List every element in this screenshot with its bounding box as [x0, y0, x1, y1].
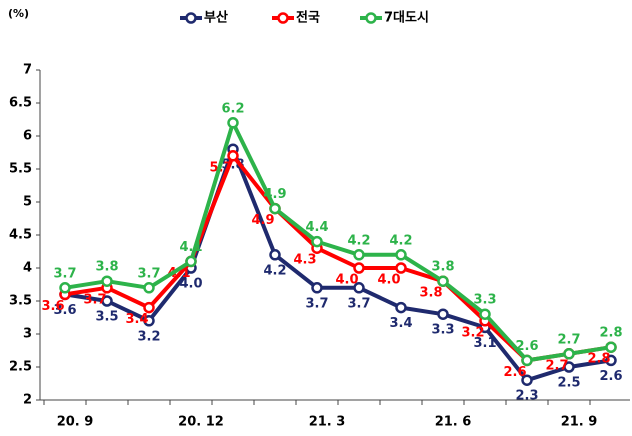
- data-label: 2.8: [599, 326, 622, 341]
- point: [227, 150, 239, 162]
- point: [101, 275, 113, 287]
- legend-marker: [277, 12, 289, 24]
- y-tick-label: 6: [23, 129, 32, 144]
- point: [437, 275, 449, 287]
- data-label: 4.1: [179, 240, 202, 255]
- point: [353, 249, 365, 261]
- legend-label: 전국: [296, 10, 320, 26]
- series-line: [64, 147, 612, 383]
- data-label: 3.4: [389, 316, 412, 331]
- data-label: 2.8: [587, 352, 610, 367]
- y-axis-label: (%): [8, 7, 29, 20]
- y-tick-label: 6.5: [9, 96, 32, 111]
- y-tick-label: 5: [23, 195, 32, 210]
- point: [605, 341, 617, 353]
- data-label: 3.7: [53, 266, 76, 281]
- legend-marker: [185, 12, 197, 24]
- data-label: 4.1: [167, 266, 190, 281]
- point: [143, 282, 155, 294]
- x-tick-label: 20. 9: [57, 415, 94, 430]
- data-label: 4.9: [251, 213, 274, 228]
- data-label: 4.0: [335, 273, 358, 288]
- point: [311, 282, 323, 294]
- data-label: 3.6: [41, 299, 64, 314]
- x-tick-label: 20. 12: [178, 415, 224, 430]
- data-label: 2.5: [557, 376, 580, 391]
- y-tick-label: 5.5: [9, 162, 32, 177]
- legend-label: 부산: [204, 10, 228, 26]
- data-label: 3.7: [83, 292, 106, 307]
- data-label: 3.3: [431, 323, 454, 338]
- y-tick-label: 7: [23, 63, 32, 78]
- data-label: 2.3: [515, 389, 538, 404]
- data-label: 3.6: [53, 303, 76, 318]
- data-label: 3.1: [473, 336, 496, 351]
- point: [353, 282, 365, 294]
- point: [59, 282, 71, 294]
- data-label: 3.8: [95, 260, 118, 275]
- y-tick-label: 4: [23, 261, 32, 276]
- point: [311, 235, 323, 248]
- x-tick-label: 21. 3: [309, 415, 346, 430]
- point: [143, 315, 155, 327]
- legend-label: 7대도시: [384, 11, 429, 26]
- data-label: 3.7: [137, 266, 160, 281]
- data-label: 3.8: [419, 286, 442, 301]
- point: [143, 301, 155, 314]
- data-label: 4.4: [305, 220, 328, 235]
- data-label: 4.0: [179, 277, 202, 292]
- data-label: 6.2: [221, 101, 244, 116]
- legend-marker: [365, 12, 377, 24]
- y-tick-label: 2.5: [9, 360, 32, 375]
- point: [101, 295, 113, 307]
- y-tick-label: 4.5: [9, 228, 32, 243]
- data-label: 3.8: [431, 260, 454, 275]
- data-label: 3.3: [473, 293, 496, 308]
- point: [479, 308, 491, 320]
- data-label: 3.7: [347, 296, 370, 311]
- point: [395, 301, 407, 314]
- data-label: 4.3: [293, 253, 316, 268]
- y-tick-label: 3: [23, 327, 32, 342]
- data-label: 2.7: [545, 358, 568, 373]
- data-label: 4.2: [347, 233, 370, 248]
- point: [521, 374, 533, 386]
- point: [521, 354, 533, 367]
- data-label: 3.7: [305, 296, 328, 311]
- point: [185, 255, 197, 268]
- point: [395, 249, 407, 261]
- data-label: 4.2: [389, 233, 412, 248]
- data-label: 2.6: [503, 365, 526, 380]
- point: [227, 117, 239, 129]
- y-tick-label: 3.5: [9, 294, 32, 309]
- data-label: 3.5: [95, 310, 118, 325]
- data-label: 2.6: [515, 339, 538, 354]
- data-label: 3.4: [125, 312, 148, 327]
- point: [437, 308, 449, 320]
- data-label: 2.6: [599, 369, 622, 384]
- data-label: 3.2: [137, 329, 160, 344]
- point: [605, 354, 617, 367]
- data-label: 3.2: [461, 325, 484, 340]
- point: [269, 202, 281, 215]
- y-tick-label: 2: [23, 393, 32, 408]
- point: [353, 262, 365, 274]
- x-tick-label: 21. 9: [561, 415, 598, 430]
- x-tick-label: 21. 6: [435, 415, 472, 430]
- series-line: [64, 120, 612, 363]
- point: [563, 361, 575, 373]
- data-label: 4.9: [263, 187, 286, 202]
- data-label: 4.0: [377, 273, 400, 288]
- point: [563, 348, 575, 360]
- data-label: 4.2: [263, 263, 286, 278]
- point: [269, 249, 281, 261]
- point: [395, 262, 407, 274]
- data-label: 2.7: [557, 332, 580, 347]
